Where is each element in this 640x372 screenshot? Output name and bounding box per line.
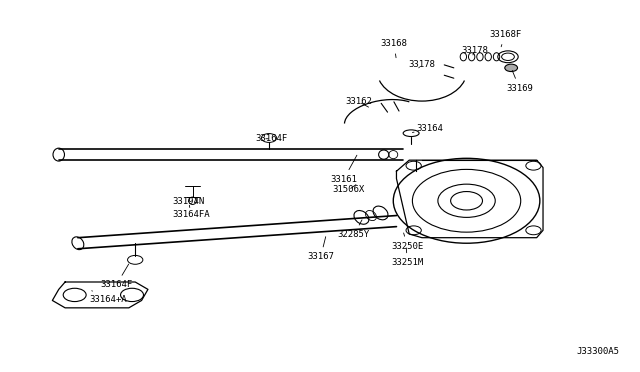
- Text: 33168F: 33168F: [489, 30, 521, 47]
- Text: 33162: 33162: [346, 97, 372, 107]
- Text: 32285Y: 32285Y: [338, 220, 370, 239]
- Text: 33161: 33161: [330, 155, 357, 184]
- Text: 33178: 33178: [408, 60, 435, 70]
- Text: 33169: 33169: [506, 70, 533, 93]
- Text: 33164: 33164: [412, 124, 444, 133]
- Text: 33194N: 33194N: [172, 198, 204, 206]
- Text: 33164FA: 33164FA: [172, 205, 210, 219]
- Text: 33164F: 33164F: [100, 264, 132, 289]
- Text: 33178: 33178: [461, 46, 488, 55]
- Circle shape: [505, 64, 518, 71]
- Text: J33300A5: J33300A5: [577, 347, 620, 356]
- Text: 33250E: 33250E: [392, 233, 424, 251]
- Text: 31506X: 31506X: [333, 185, 365, 194]
- Text: 33167: 33167: [307, 237, 334, 262]
- Text: 33164F: 33164F: [255, 134, 287, 143]
- Text: 33164+A: 33164+A: [90, 291, 127, 304]
- Text: 33168: 33168: [381, 39, 408, 58]
- Text: 33251M: 33251M: [392, 248, 424, 267]
